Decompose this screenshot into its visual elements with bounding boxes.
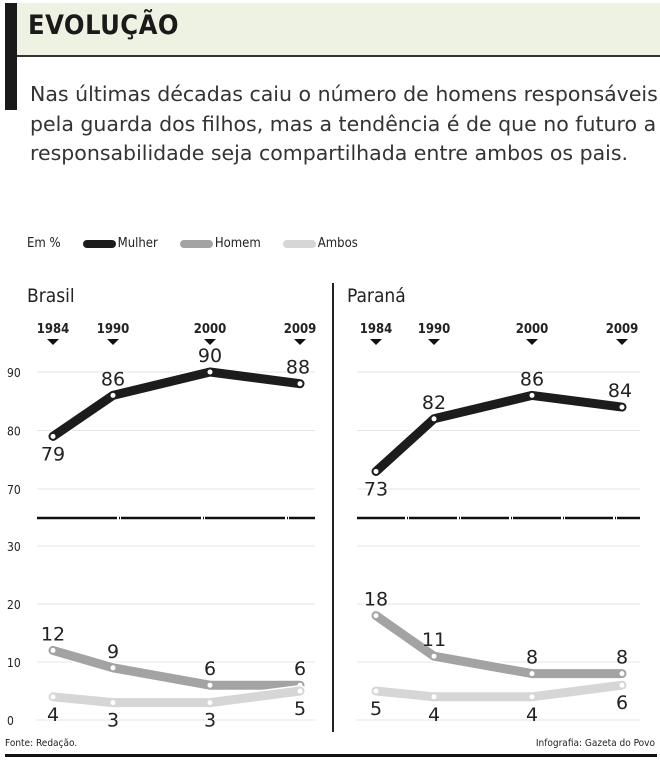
x-tick-marker [204,339,216,345]
data-point [431,416,437,422]
data-point [110,700,116,706]
data-point [431,653,437,659]
x-tick-label: 2009 [284,322,317,337]
data-label: 84 [608,380,632,402]
panel-title: Paraná [347,285,406,307]
data-label: 5 [370,698,382,720]
legend-label: Ambos [317,236,358,251]
legend: Em % Mulher Homem Ambos [27,236,380,251]
data-point [619,671,625,677]
x-tick-label: 1990 [97,322,130,337]
data-label: 73 [364,478,388,500]
data-label: 90 [198,345,222,367]
legend-label: Mulher [117,236,158,251]
data-point [110,665,116,671]
data-point [619,404,625,410]
page-title: EVOLUÇÃO [28,10,180,41]
data-point [373,468,379,474]
data-point [529,671,535,677]
x-tick-label: 1984 [37,322,70,337]
data-point [297,381,303,387]
y-tick-label: 20 [7,598,21,612]
data-label: 12 [41,623,65,645]
data-point [373,613,379,619]
data-point [529,392,535,398]
x-tick-label: 2000 [516,322,549,337]
data-label: 4 [428,704,440,726]
data-label: 79 [41,443,65,465]
title-box [17,3,660,57]
y-tick-label: 90 [7,366,21,380]
series-line-ambos [371,680,627,702]
data-label: 8 [616,647,628,669]
bottom-rule [5,754,657,757]
series-line-ambos [48,686,305,708]
data-point [373,688,379,694]
data-label: 3 [107,710,119,732]
legend-item-homem: Homem [179,236,261,251]
data-label: 5 [294,698,306,720]
data-point [297,688,303,694]
legend-item-mulher: Mulher [82,236,158,251]
series-line-mulher [371,390,627,476]
x-tick-label: 2009 [606,322,639,337]
y-tick-label: 80 [7,425,21,439]
data-label: 6 [294,658,306,680]
data-label: 18 [364,589,388,611]
data-label: 82 [422,392,446,414]
data-label: 6 [204,658,216,680]
data-label: 11 [422,629,446,651]
panel-title: Brasil [27,285,75,307]
data-label: 4 [47,704,59,726]
x-tick-marker [526,339,538,345]
data-point [50,647,56,653]
data-point [50,433,56,439]
data-label: 86 [520,368,544,390]
legend-unit: Em % [27,236,61,251]
x-tick-marker [47,339,59,345]
y-tick-label: 30 [7,540,21,554]
data-label: 8 [526,647,538,669]
legend-swatch [82,239,116,248]
x-tick-marker [107,339,119,345]
x-tick-label: 1990 [418,322,451,337]
series-line-homem [371,611,627,679]
series-line-mulher [48,367,305,441]
data-label: 86 [101,368,125,390]
data-point [207,700,213,706]
intro-text: Nas últimas décadas caiu o número de hom… [30,82,658,165]
legend-label: Homem [214,236,261,251]
data-point [431,694,437,700]
data-label: 3 [204,710,216,732]
legend-swatch [179,239,213,248]
y-tick-label: 0 [7,714,14,728]
data-label: 4 [526,704,538,726]
data-point [207,682,213,688]
data-point [619,682,625,688]
data-point [207,369,213,375]
data-point [50,694,56,700]
credit-note: Infografia: Gazeta do Povo [535,738,655,749]
x-tick-marker [294,339,306,345]
y-tick-label: 10 [7,656,21,670]
accent-bar [5,3,17,110]
legend-item-ambos: Ambos [282,236,358,251]
data-point [529,694,535,700]
data-label: 88 [286,357,310,379]
x-tick-label: 1984 [360,322,393,337]
data-label: 9 [107,641,119,663]
data-label: 6 [616,692,628,714]
source-note: Fonte: Redação. [5,738,78,749]
x-tick-marker [370,339,382,345]
x-tick-marker [616,339,628,345]
x-tick-label: 2000 [194,322,227,337]
x-tick-marker [428,339,440,345]
series-line-homem [48,645,305,690]
data-point [110,392,116,398]
legend-swatch [282,239,316,248]
y-tick-label: 70 [7,483,21,497]
